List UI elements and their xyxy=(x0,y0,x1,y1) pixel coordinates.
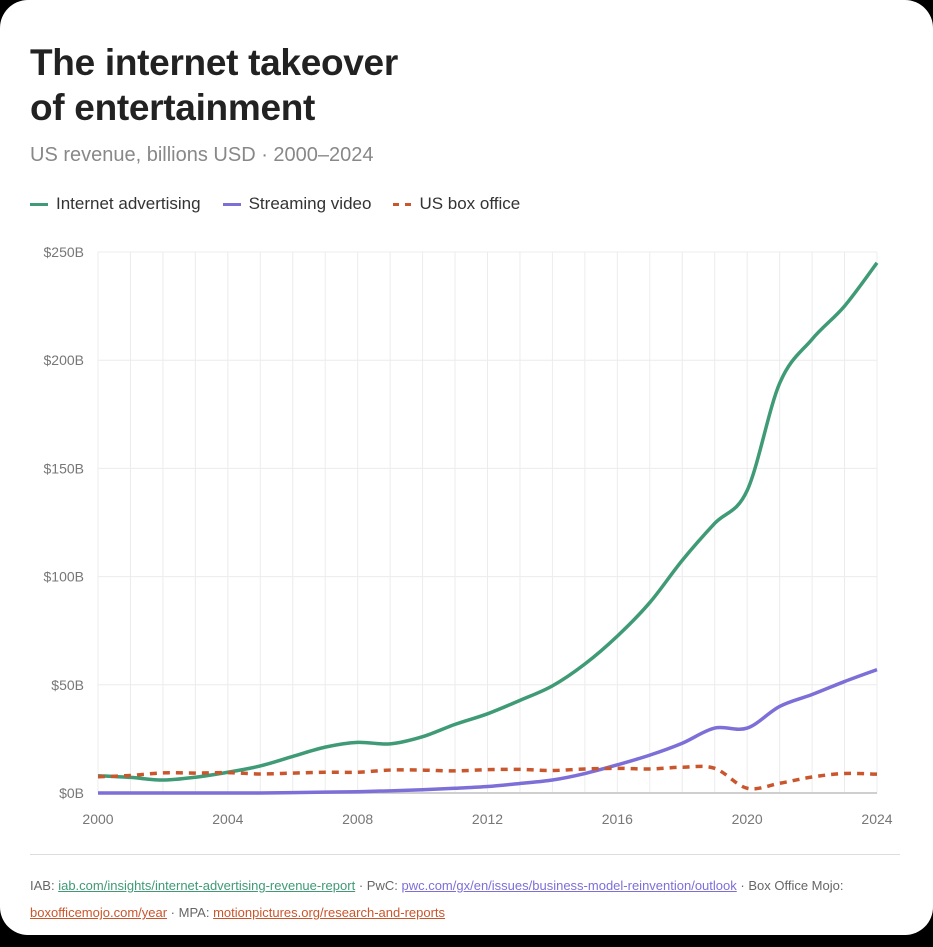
y-tick-label: $200B xyxy=(44,352,84,368)
legend-swatch xyxy=(30,202,48,206)
chart-subtitle: US revenue, billions USD · 2000–2024 xyxy=(30,144,374,166)
source-label: MPA: xyxy=(178,905,210,920)
source-label: PwC: xyxy=(366,878,398,893)
series-line-us-box-office xyxy=(97,764,878,791)
boxofficemojo-source-link[interactable]: boxofficemojo.com/year xyxy=(30,905,168,920)
y-tick-label: $0B xyxy=(59,785,84,801)
x-tick-label: 2016 xyxy=(602,811,633,827)
series-line-streaming-video xyxy=(98,668,878,795)
y-tick-label: $100B xyxy=(44,569,84,585)
legend: Internet advertising Streaming video US … xyxy=(30,194,520,214)
x-tick-label: 2024 xyxy=(861,811,892,827)
iab-source-link[interactable]: iab.com/insights/internet-advertising-re… xyxy=(58,878,356,893)
x-tick-label: 2004 xyxy=(212,811,243,827)
sources-footnote: IAB: iab.com/insights/internet-advertisi… xyxy=(30,872,905,926)
x-tick-label: 2000 xyxy=(82,811,113,827)
source-label: Box Office Mojo: xyxy=(748,878,844,893)
y-tick-label: $150B xyxy=(44,460,84,476)
separator: · xyxy=(358,878,364,893)
divider xyxy=(30,854,900,855)
legend-label: Streaming video xyxy=(248,194,372,213)
pwc-source-link[interactable]: pwc.com/gx/en/issues/business-model-rein… xyxy=(401,878,737,893)
legend-item-us-box-office: US box office xyxy=(393,194,520,214)
title-line-1: The internet takeover xyxy=(30,42,398,83)
legend-item-internet-advertising: Internet advertising xyxy=(30,194,201,214)
mpa-source-link[interactable]: motionpictures.org/research-and-reports xyxy=(213,905,446,920)
x-tick-label: 2020 xyxy=(732,811,763,827)
series-line-internet-advertising xyxy=(97,261,879,782)
title-line-2: of entertainment xyxy=(30,87,316,128)
legend-item-streaming-video: Streaming video xyxy=(222,194,372,214)
x-tick-label: 2008 xyxy=(342,811,373,827)
legend-label: Internet advertising xyxy=(56,194,201,213)
legend-label: US box office xyxy=(419,194,521,213)
x-tick-label: 2012 xyxy=(472,811,503,827)
line-chart: $0B $50B $100B $150B $200B $250B 2000 2004 2008 2… xyxy=(44,244,893,827)
legend-swatch xyxy=(222,202,241,206)
y-tick-label: $50B xyxy=(51,677,84,693)
separator: · xyxy=(740,878,745,893)
source-label: IAB: xyxy=(30,878,55,893)
legend-swatch xyxy=(393,202,412,206)
separator: · xyxy=(170,905,176,920)
chart-title: The internet takeover of entertainment xyxy=(30,40,398,130)
y-tick-label: $250B xyxy=(44,244,84,260)
